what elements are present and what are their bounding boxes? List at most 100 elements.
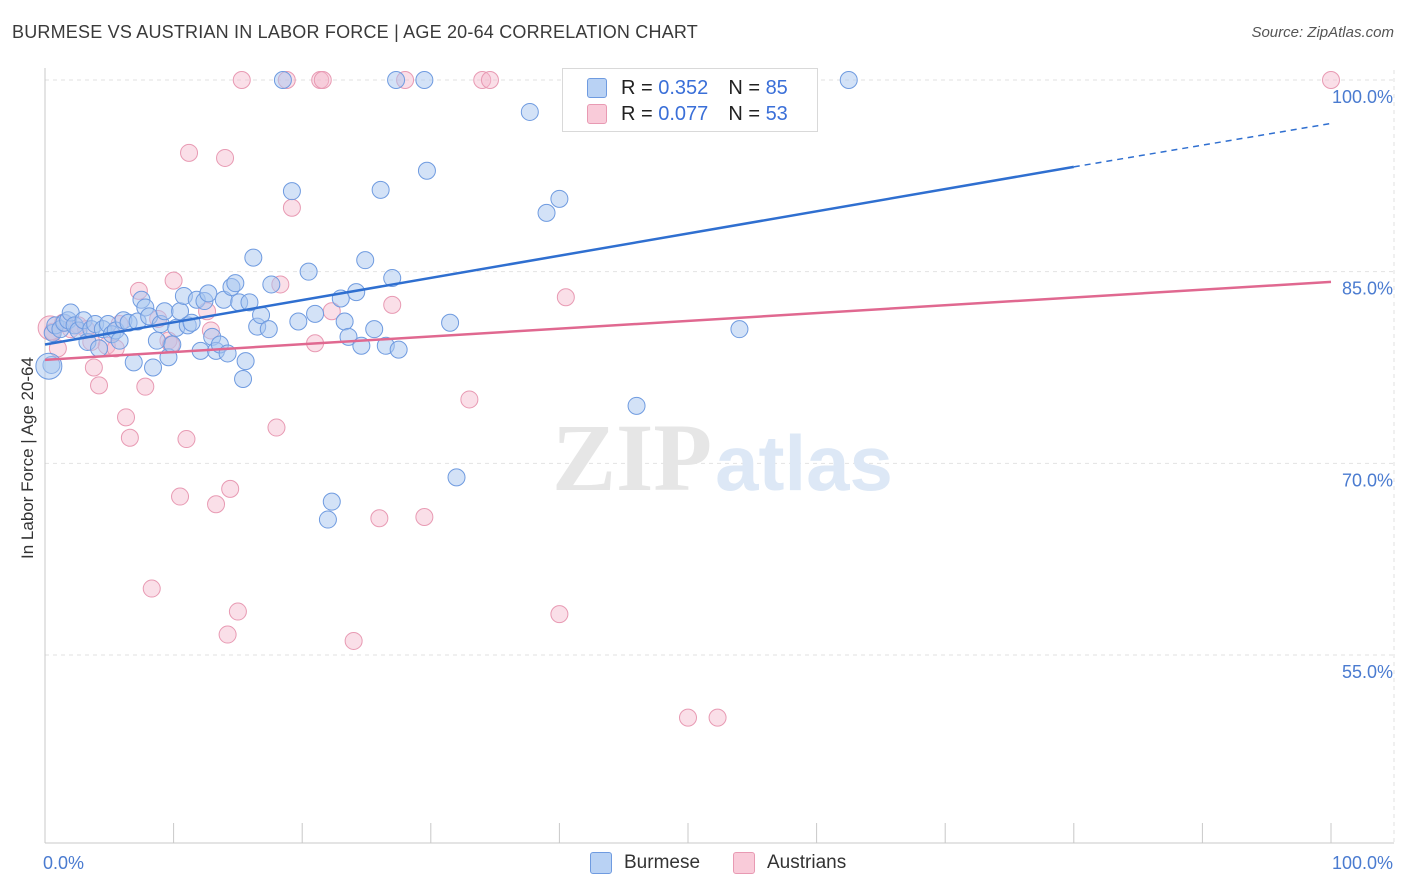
burmese-point bbox=[356, 251, 375, 270]
burmese-point bbox=[244, 248, 263, 267]
burmese-point bbox=[839, 71, 858, 89]
series-legend: Burmese Austrians bbox=[0, 852, 1406, 878]
austrian-point bbox=[180, 143, 199, 162]
watermark-atlas: atlas bbox=[715, 419, 893, 507]
austrian-point bbox=[84, 358, 103, 377]
burmese-point bbox=[262, 275, 281, 294]
burmese-swatch-icon bbox=[587, 78, 607, 98]
burmese-point bbox=[259, 320, 278, 339]
austrian-point bbox=[383, 295, 402, 314]
legend-row-burmese: R = 0.352 N = 85 bbox=[587, 76, 788, 100]
trend-lines bbox=[44, 122, 1332, 362]
y-tick-label: 70.0% bbox=[1342, 470, 1393, 490]
burmese-trend-extension bbox=[1073, 122, 1332, 168]
burmese-point bbox=[371, 180, 390, 199]
austrian-point bbox=[460, 390, 479, 409]
austrian-point bbox=[415, 508, 434, 526]
burmese-point bbox=[520, 102, 539, 121]
legend-label-burmese: Burmese bbox=[624, 852, 701, 873]
austrian-point bbox=[177, 430, 196, 449]
r-label: R = bbox=[621, 76, 653, 99]
austrian-point bbox=[267, 418, 286, 437]
austrian-point bbox=[221, 479, 240, 498]
austrian-point bbox=[679, 708, 697, 727]
n-value: 85 bbox=[765, 76, 788, 99]
austrian-swatch-icon bbox=[587, 104, 607, 124]
burmese-point bbox=[240, 293, 259, 312]
austrian-point bbox=[473, 71, 492, 89]
legend-label-austrians: Austrians bbox=[767, 852, 847, 873]
burmese-swatch-icon bbox=[590, 852, 612, 874]
austrian-point bbox=[708, 708, 727, 727]
austrian-point bbox=[370, 509, 389, 528]
austrian-point bbox=[136, 377, 155, 396]
austrian-points bbox=[37, 71, 1340, 727]
burmese-point bbox=[299, 262, 318, 281]
watermark-zip: ZIP bbox=[552, 404, 712, 511]
source-label: Source: ZipAtlas.com bbox=[1251, 24, 1394, 41]
n-value: 53 bbox=[765, 102, 788, 125]
burmese-point bbox=[35, 352, 63, 380]
r-label: R = bbox=[621, 102, 653, 125]
y-axis-label: In Labor Force | Age 20-64 bbox=[18, 357, 37, 559]
austrian-point bbox=[216, 148, 235, 167]
tick-labels: 55.0% 70.0% 85.0% 100.0% 0.0% 100.0% bbox=[43, 87, 1393, 873]
y-tick-label: 100.0% bbox=[1332, 87, 1393, 107]
burmese-point bbox=[236, 352, 255, 371]
burmese-point bbox=[627, 396, 646, 415]
legend-item-burmese: Burmese bbox=[590, 852, 700, 874]
x-tick-label-min: 0.0% bbox=[43, 853, 84, 873]
burmese-point bbox=[163, 335, 182, 354]
austrian-point bbox=[344, 631, 363, 650]
axes bbox=[44, 68, 1394, 844]
austrian-point bbox=[120, 428, 139, 447]
austrian-point bbox=[313, 71, 332, 89]
austrian-point bbox=[207, 495, 226, 514]
burmese-point bbox=[124, 353, 143, 372]
burmese-point bbox=[226, 274, 245, 293]
n-label: N = bbox=[728, 76, 760, 99]
burmese-point bbox=[550, 189, 569, 208]
burmese-point bbox=[389, 340, 408, 359]
r-value: 0.352 bbox=[658, 76, 709, 99]
burmese-point bbox=[144, 358, 163, 377]
burmese-point bbox=[110, 331, 129, 350]
austrian-point bbox=[164, 271, 183, 290]
burmese-point bbox=[730, 320, 749, 339]
burmese-point bbox=[182, 313, 201, 332]
watermark: ZIP atlas bbox=[552, 404, 893, 511]
austrian-point bbox=[90, 376, 109, 395]
burmese-point bbox=[322, 492, 341, 511]
burmese-point bbox=[441, 313, 460, 332]
austrian-point bbox=[480, 71, 499, 89]
burmese-point bbox=[234, 370, 253, 388]
burmese-point bbox=[335, 312, 354, 331]
burmese-point bbox=[289, 312, 308, 331]
burmese-point bbox=[447, 468, 466, 487]
y-tick-label: 55.0% bbox=[1342, 662, 1393, 682]
burmese-point bbox=[282, 182, 301, 201]
burmese-point bbox=[383, 269, 402, 288]
austrian-point bbox=[282, 198, 301, 217]
austrian-point bbox=[550, 605, 569, 624]
austrian-point bbox=[1322, 71, 1340, 89]
legend-row-austrians: R = 0.077 N = 53 bbox=[587, 102, 788, 126]
burmese-point bbox=[147, 331, 166, 350]
burmese-point bbox=[273, 71, 292, 89]
burmese-point bbox=[199, 284, 218, 303]
austrian-point bbox=[117, 408, 136, 427]
burmese-point bbox=[387, 71, 406, 89]
burmese-point bbox=[415, 71, 434, 89]
austrian-point bbox=[232, 71, 251, 89]
burmese-trend-line bbox=[44, 165, 1075, 346]
burmese-point bbox=[90, 339, 109, 358]
burmese-point bbox=[318, 510, 337, 529]
burmese-point bbox=[155, 302, 174, 321]
burmese-point bbox=[306, 304, 325, 323]
burmese-point bbox=[537, 203, 556, 222]
legend-item-austrians: Austrians bbox=[733, 852, 846, 874]
burmese-point bbox=[417, 161, 436, 180]
correlation-legend: R = 0.352 N = 85 R = 0.077 N = 53 bbox=[562, 68, 818, 132]
austrian-point bbox=[228, 602, 247, 621]
